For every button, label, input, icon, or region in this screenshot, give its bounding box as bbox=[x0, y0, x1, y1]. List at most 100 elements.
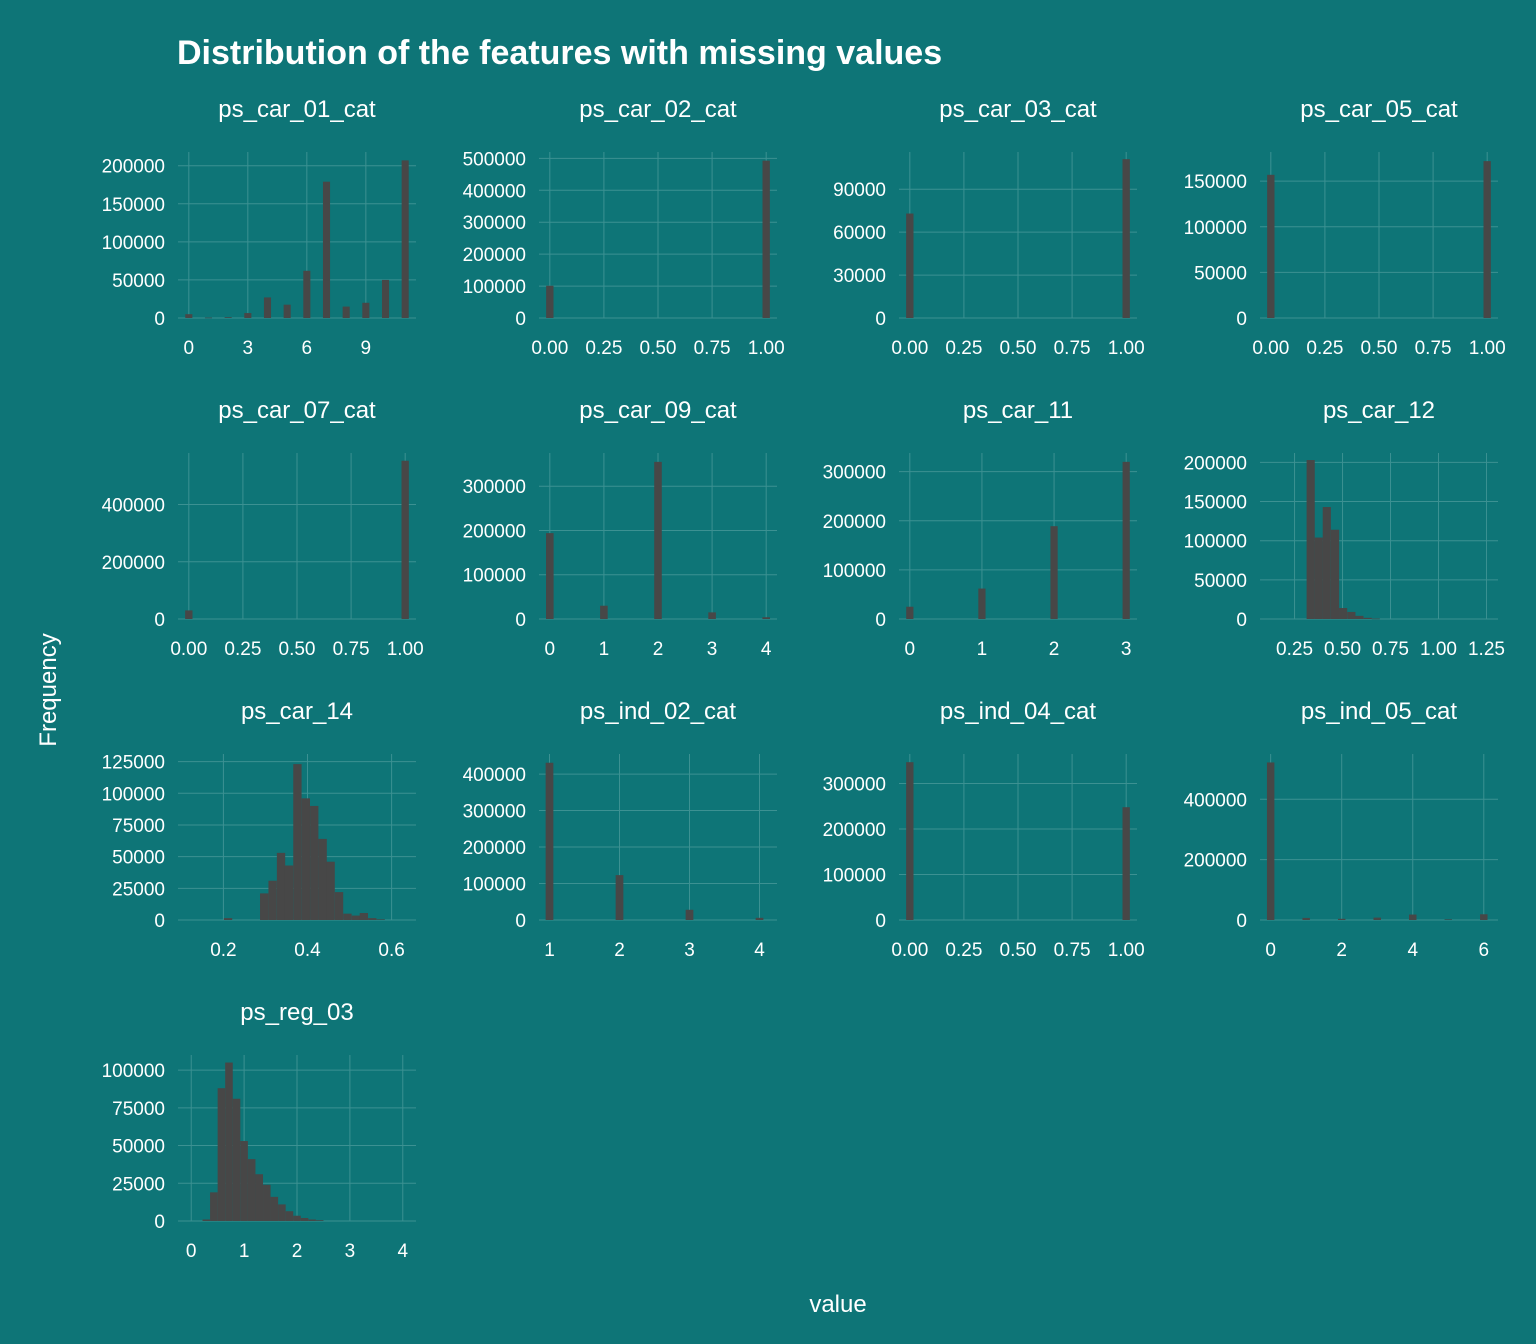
y-tick-label: 400000 bbox=[102, 496, 165, 517]
y-tick-label: 300000 bbox=[463, 802, 526, 823]
x-tick-label: 3 bbox=[684, 940, 695, 961]
y-tick-label: 100000 bbox=[463, 875, 526, 896]
y-tick-label: 200000 bbox=[102, 553, 165, 574]
histogram-bar bbox=[1330, 529, 1340, 619]
x-tick-label: 0.4 bbox=[294, 940, 321, 961]
y-tick-label: 50000 bbox=[1194, 571, 1247, 592]
histogram-bar bbox=[546, 285, 554, 318]
y-tick-label: 50000 bbox=[112, 271, 165, 292]
x-tick-label: 9 bbox=[361, 338, 372, 359]
panel-title: ps_car_09_cat bbox=[579, 397, 737, 424]
panel-title: ps_car_05_cat bbox=[1300, 96, 1458, 123]
x-tick-label: 0.00 bbox=[1252, 338, 1289, 359]
x-tick-label: 6 bbox=[302, 338, 313, 359]
y-tick-label: 300000 bbox=[823, 463, 886, 484]
x-tick-label: 0.2 bbox=[210, 940, 236, 961]
histogram-bar bbox=[351, 915, 361, 920]
y-tick-label: 150000 bbox=[1184, 172, 1247, 193]
y-tick-label: 500000 bbox=[463, 149, 526, 170]
panel-ps_car_05_cat: ps_car_05_cat 0 50000 100000 150000 0.00 0.25 0… bbox=[1184, 96, 1506, 359]
histogram-bar bbox=[342, 306, 350, 318]
histogram-bar bbox=[1363, 617, 1372, 619]
y-tick-label: 300000 bbox=[823, 775, 886, 796]
histogram-bar bbox=[978, 588, 986, 619]
histogram-bar bbox=[303, 270, 311, 318]
y-tick-label: 200000 bbox=[1184, 851, 1247, 872]
y-tick-label: 100000 bbox=[102, 233, 165, 254]
histogram-bar bbox=[185, 314, 193, 318]
histogram-bar bbox=[762, 160, 770, 318]
histogram-bar bbox=[381, 279, 390, 318]
y-tick-label: 50000 bbox=[112, 848, 165, 869]
y-tick-label: 200000 bbox=[463, 521, 526, 542]
x-tick-label: 1.00 bbox=[387, 639, 424, 660]
histogram-bar bbox=[244, 313, 252, 318]
histogram-bar bbox=[308, 1219, 316, 1221]
histogram-bar bbox=[255, 1174, 264, 1221]
histogram-bar bbox=[1122, 159, 1130, 318]
x-tick-label: 2 bbox=[653, 639, 664, 660]
x-tick-label: 0.75 bbox=[1054, 338, 1091, 359]
panel-title: ps_car_14 bbox=[241, 698, 353, 725]
x-tick-label: 1 bbox=[599, 639, 610, 660]
x-tick-label: 0.00 bbox=[170, 639, 207, 660]
histogram-bar bbox=[202, 1219, 211, 1221]
panel-ps_car_12: ps_car_12 0 50000 100000 150000 200000 0.25 0.5… bbox=[1184, 397, 1505, 660]
histogram-bar bbox=[232, 1098, 241, 1221]
panel-title: ps_ind_04_cat bbox=[940, 698, 1096, 725]
x-tick-label: 0.25 bbox=[585, 338, 622, 359]
y-tick-label: 90000 bbox=[833, 180, 886, 201]
panel-ps_car_14: ps_car_14 0 25000 50000 75000 100000 125000 0.2… bbox=[102, 698, 416, 961]
y-tick-label: 0 bbox=[515, 911, 526, 932]
histogram-bar bbox=[1122, 807, 1130, 920]
panel-ps_ind_05_cat: ps_ind_05_cat 0 200000 400000 0 2 4 6 bbox=[1184, 698, 1498, 961]
histogram-bar bbox=[204, 317, 213, 319]
panel-ps_car_07_cat: ps_car_07_cat 0 200000 400000 0.00 0.25 0.50 0.… bbox=[102, 397, 424, 660]
y-tick-label: 0 bbox=[1236, 309, 1247, 330]
histogram-bar bbox=[545, 762, 554, 920]
x-tick-label: 0.00 bbox=[891, 940, 928, 961]
histogram-bar bbox=[283, 304, 291, 318]
x-tick-label: 0.50 bbox=[1000, 940, 1037, 961]
x-tick-label: 2 bbox=[1336, 940, 1347, 961]
x-tick-label: 4 bbox=[761, 639, 772, 660]
x-tick-label: 0.50 bbox=[279, 639, 316, 660]
histogram-bar bbox=[755, 917, 764, 920]
histogram-bar bbox=[1306, 460, 1315, 619]
x-tick-label: 4 bbox=[754, 940, 765, 961]
x-tick-label: 0.25 bbox=[1276, 639, 1313, 660]
y-tick-label: 125000 bbox=[102, 753, 165, 774]
histogram-bar bbox=[1347, 611, 1356, 619]
histogram-bar bbox=[301, 798, 310, 920]
y-tick-label: 0 bbox=[875, 610, 886, 631]
y-tick-label: 0 bbox=[154, 911, 165, 932]
y-tick-label: 100000 bbox=[463, 566, 526, 587]
x-tick-label: 0.50 bbox=[1000, 338, 1037, 359]
y-tick-label: 50000 bbox=[1194, 263, 1247, 284]
x-tick-label: 0.75 bbox=[333, 639, 370, 660]
y-tick-label: 150000 bbox=[102, 195, 165, 216]
x-tick-label: 1.00 bbox=[1469, 338, 1506, 359]
x-tick-label: 3 bbox=[345, 1241, 356, 1262]
y-tick-label: 100000 bbox=[1184, 218, 1247, 239]
panel-ps_car_02_cat: ps_car_02_cat 0 100000 200000 300000 400000 50… bbox=[463, 96, 785, 359]
y-tick-label: 200000 bbox=[463, 245, 526, 266]
x-tick-label: 0 bbox=[545, 639, 556, 660]
x-tick-label: 1.00 bbox=[1108, 940, 1145, 961]
histogram-bar bbox=[224, 317, 232, 318]
x-tick-label: 0.00 bbox=[891, 338, 928, 359]
histogram-bar bbox=[600, 605, 608, 619]
histogram-bar bbox=[260, 893, 269, 920]
x-tick-label: 0.75 bbox=[1415, 338, 1452, 359]
x-tick-label: 4 bbox=[397, 1241, 408, 1262]
histogram-bar bbox=[263, 1184, 271, 1221]
y-tick-label: 100000 bbox=[823, 866, 886, 887]
histogram-bar bbox=[343, 913, 352, 920]
panel-ps_car_03_cat: ps_car_03_cat 0 30000 60000 90000 0.00 0.25 0.5… bbox=[833, 96, 1145, 359]
x-tick-label: 0.25 bbox=[945, 338, 982, 359]
x-tick-label: 0.75 bbox=[1054, 940, 1091, 961]
histogram-bar bbox=[359, 913, 369, 920]
y-tick-label: 30000 bbox=[833, 266, 886, 287]
histogram-bar bbox=[315, 1220, 324, 1221]
y-tick-label: 200000 bbox=[463, 838, 526, 859]
